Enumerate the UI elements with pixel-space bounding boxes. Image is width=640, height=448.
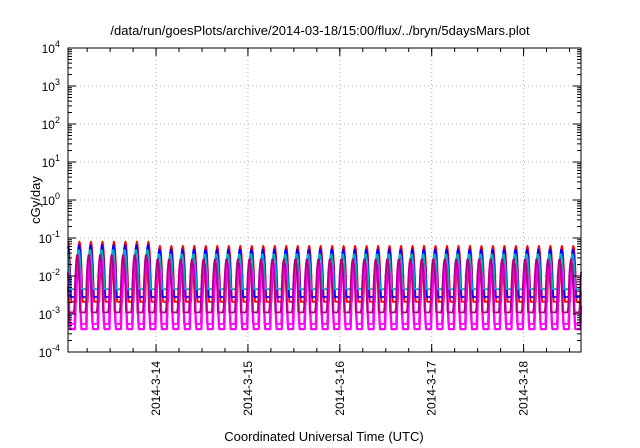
x-tick-label: 2014-3-17 bbox=[425, 361, 439, 416]
y-tick-label: 101 bbox=[42, 153, 60, 170]
y-tick-label: 100 bbox=[42, 191, 60, 208]
chart-title: /data/run/goesPlots/archive/2014-03-18/1… bbox=[110, 23, 530, 38]
y-axis-title: cGy/day bbox=[28, 176, 43, 224]
y-tick-label: 10-1 bbox=[39, 229, 60, 246]
x-tick-labels: 2014-3-14 2014-3-15 2014-3-16 2014-3-17 2014… bbox=[149, 361, 531, 416]
series-line bbox=[67, 263, 582, 325]
y-tick-label: 10-2 bbox=[39, 267, 60, 284]
axis-ticks bbox=[68, 47, 581, 353]
y-tick-label: 102 bbox=[42, 115, 60, 132]
y-tick-label: 10-3 bbox=[39, 305, 60, 322]
x-axis-title: Coordinated Universal Time (UTC) bbox=[224, 429, 423, 444]
data-series bbox=[66, 240, 583, 331]
x-tick-label: 2014-3-18 bbox=[517, 361, 531, 416]
y-tick-labels: 10-4 10-3 10-2 10-1 100 101 102 103 104 bbox=[39, 39, 60, 360]
series-line bbox=[66, 257, 583, 331]
x-tick-label: 2014-3-15 bbox=[241, 361, 255, 416]
y-tick-label: 104 bbox=[42, 39, 60, 56]
grid bbox=[68, 48, 581, 352]
series-line bbox=[67, 244, 582, 298]
y-tick-label: 10-4 bbox=[39, 343, 60, 360]
series-line bbox=[67, 254, 582, 314]
series-line bbox=[67, 249, 582, 291]
x-tick-label: 2014-3-16 bbox=[333, 361, 347, 416]
x-tick-label: 2014-3-14 bbox=[149, 361, 163, 416]
y-tick-label: 103 bbox=[42, 77, 60, 94]
